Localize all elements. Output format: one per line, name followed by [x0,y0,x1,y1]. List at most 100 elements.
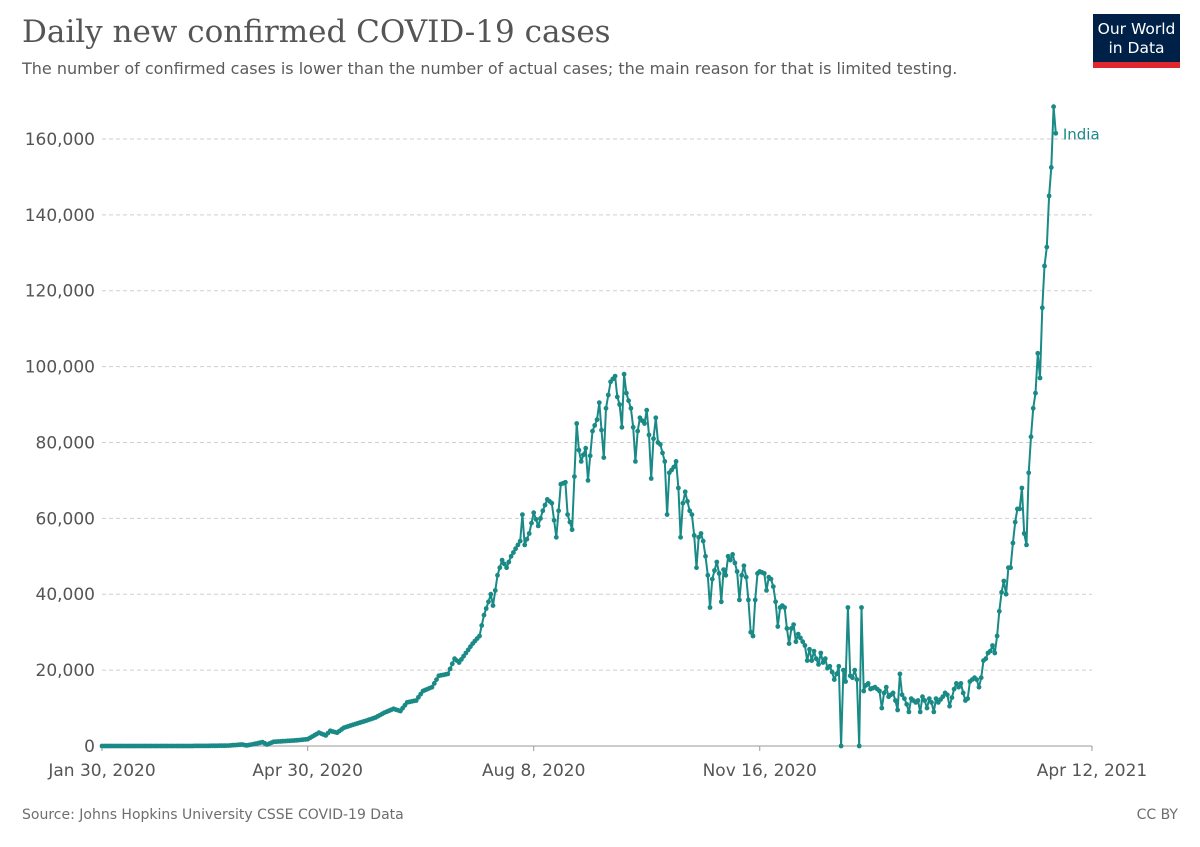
data-point [492,588,498,593]
data-point [691,533,697,538]
data-point [784,626,790,631]
data-point [572,474,577,479]
x-tick-label: Jan 30, 2020 [47,761,155,781]
x-tick-label: Nov 16, 2020 [703,761,817,781]
y-tick-label: 160,000 [25,130,95,150]
data-point [1051,104,1056,110]
data-point [741,563,747,569]
data-point [590,428,595,434]
data-point [978,675,984,681]
data-point [730,552,735,557]
data-point [574,421,580,426]
data-point [933,696,939,701]
data-point [822,656,828,662]
data-point [594,417,600,423]
data-point [689,512,695,517]
data-point [983,656,989,662]
y-tick-label: 120,000 [25,282,95,302]
data-point [601,455,607,460]
data-point [960,690,966,696]
data-point [773,599,778,605]
data-point [904,701,910,707]
data-point [565,512,570,517]
data-point [920,694,925,700]
data-point [705,572,711,578]
data-point [479,623,485,628]
data-point [504,565,509,571]
data-point [630,424,636,430]
y-tick-label: 100,000 [25,358,95,378]
data-point [603,405,609,411]
data-point [628,405,634,411]
series-line-india [102,105,1057,747]
data-point [599,427,604,433]
data-point [526,531,532,536]
data-point [861,688,867,694]
data-point [893,698,898,703]
data-point [529,520,534,526]
data-point [854,677,860,682]
data-point [845,605,851,610]
data-point [508,553,514,559]
data-point [445,671,451,677]
data-point [951,686,957,692]
data-point [676,485,681,491]
data-point [804,658,810,663]
data-point [890,690,896,696]
data-point [483,606,489,611]
data-point [581,452,586,458]
data-point [813,656,819,662]
data-point [748,629,754,635]
data-point [524,536,530,542]
data-point [1046,193,1052,199]
data-point [836,663,842,669]
data-point [737,597,742,603]
data-point [764,588,769,593]
data-point [511,550,516,555]
data-point [671,464,677,470]
data-point [664,512,670,517]
chart-title: Daily new confirmed COVID-19 cases [22,14,611,50]
data-point [712,568,717,573]
data-point [1035,350,1041,356]
data-point [798,635,803,641]
data-point [477,633,482,639]
data-point [707,605,713,610]
data-point [694,565,699,571]
data-point [619,424,625,430]
data-point [838,743,844,749]
data-point [718,599,724,605]
data-point [929,700,934,705]
data-point [431,681,437,686]
y-tick-label: 60,000 [36,509,95,529]
x-tick-label: Apr 12, 2021 [1037,761,1148,781]
data-point [807,646,812,652]
data-point [481,612,487,618]
data-point [752,597,758,603]
data-point [816,662,821,667]
data-point [540,508,546,514]
data-point [917,709,923,715]
data-point [533,516,539,522]
source-note[interactable]: Source: Johns Hopkins University CSSE CO… [22,807,404,823]
x-tick-label: Apr 30, 2020 [252,761,363,781]
data-point [877,688,882,694]
data-point [517,538,523,544]
data-point [1003,591,1009,597]
data-point [563,479,568,485]
data-point [834,671,839,677]
data-point [1021,531,1027,536]
data-point [944,692,950,698]
data-point [716,571,722,576]
license-link[interactable]: CC BY [1136,807,1178,823]
data-point [721,567,726,572]
owid-logo[interactable]: Our World in Data [1093,14,1180,68]
data-point [723,572,729,578]
data-point [542,502,548,508]
data-point [1012,519,1018,525]
y-tick-label: 20,000 [36,661,95,681]
data-point [732,560,738,566]
data-point [770,584,776,589]
data-point [592,423,598,428]
data-point [651,436,656,442]
